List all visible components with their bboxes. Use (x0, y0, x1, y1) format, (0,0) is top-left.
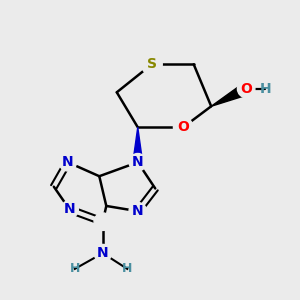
Text: N: N (132, 155, 144, 169)
Circle shape (94, 213, 112, 230)
Circle shape (129, 202, 146, 220)
Circle shape (129, 154, 146, 171)
Circle shape (59, 154, 76, 171)
Text: N: N (132, 204, 144, 218)
Circle shape (94, 244, 112, 262)
Text: O: O (240, 82, 252, 96)
Text: O: O (177, 120, 189, 134)
Text: N: N (62, 155, 74, 169)
Circle shape (237, 80, 255, 98)
Text: H: H (260, 82, 271, 96)
Circle shape (61, 201, 78, 218)
Text: S: S (147, 57, 157, 71)
Polygon shape (211, 83, 249, 106)
Text: N: N (97, 246, 109, 260)
Circle shape (173, 118, 193, 137)
Text: H: H (122, 262, 133, 275)
Text: H: H (70, 262, 80, 275)
Text: N: N (64, 202, 75, 216)
Polygon shape (133, 127, 143, 162)
Circle shape (141, 54, 162, 75)
